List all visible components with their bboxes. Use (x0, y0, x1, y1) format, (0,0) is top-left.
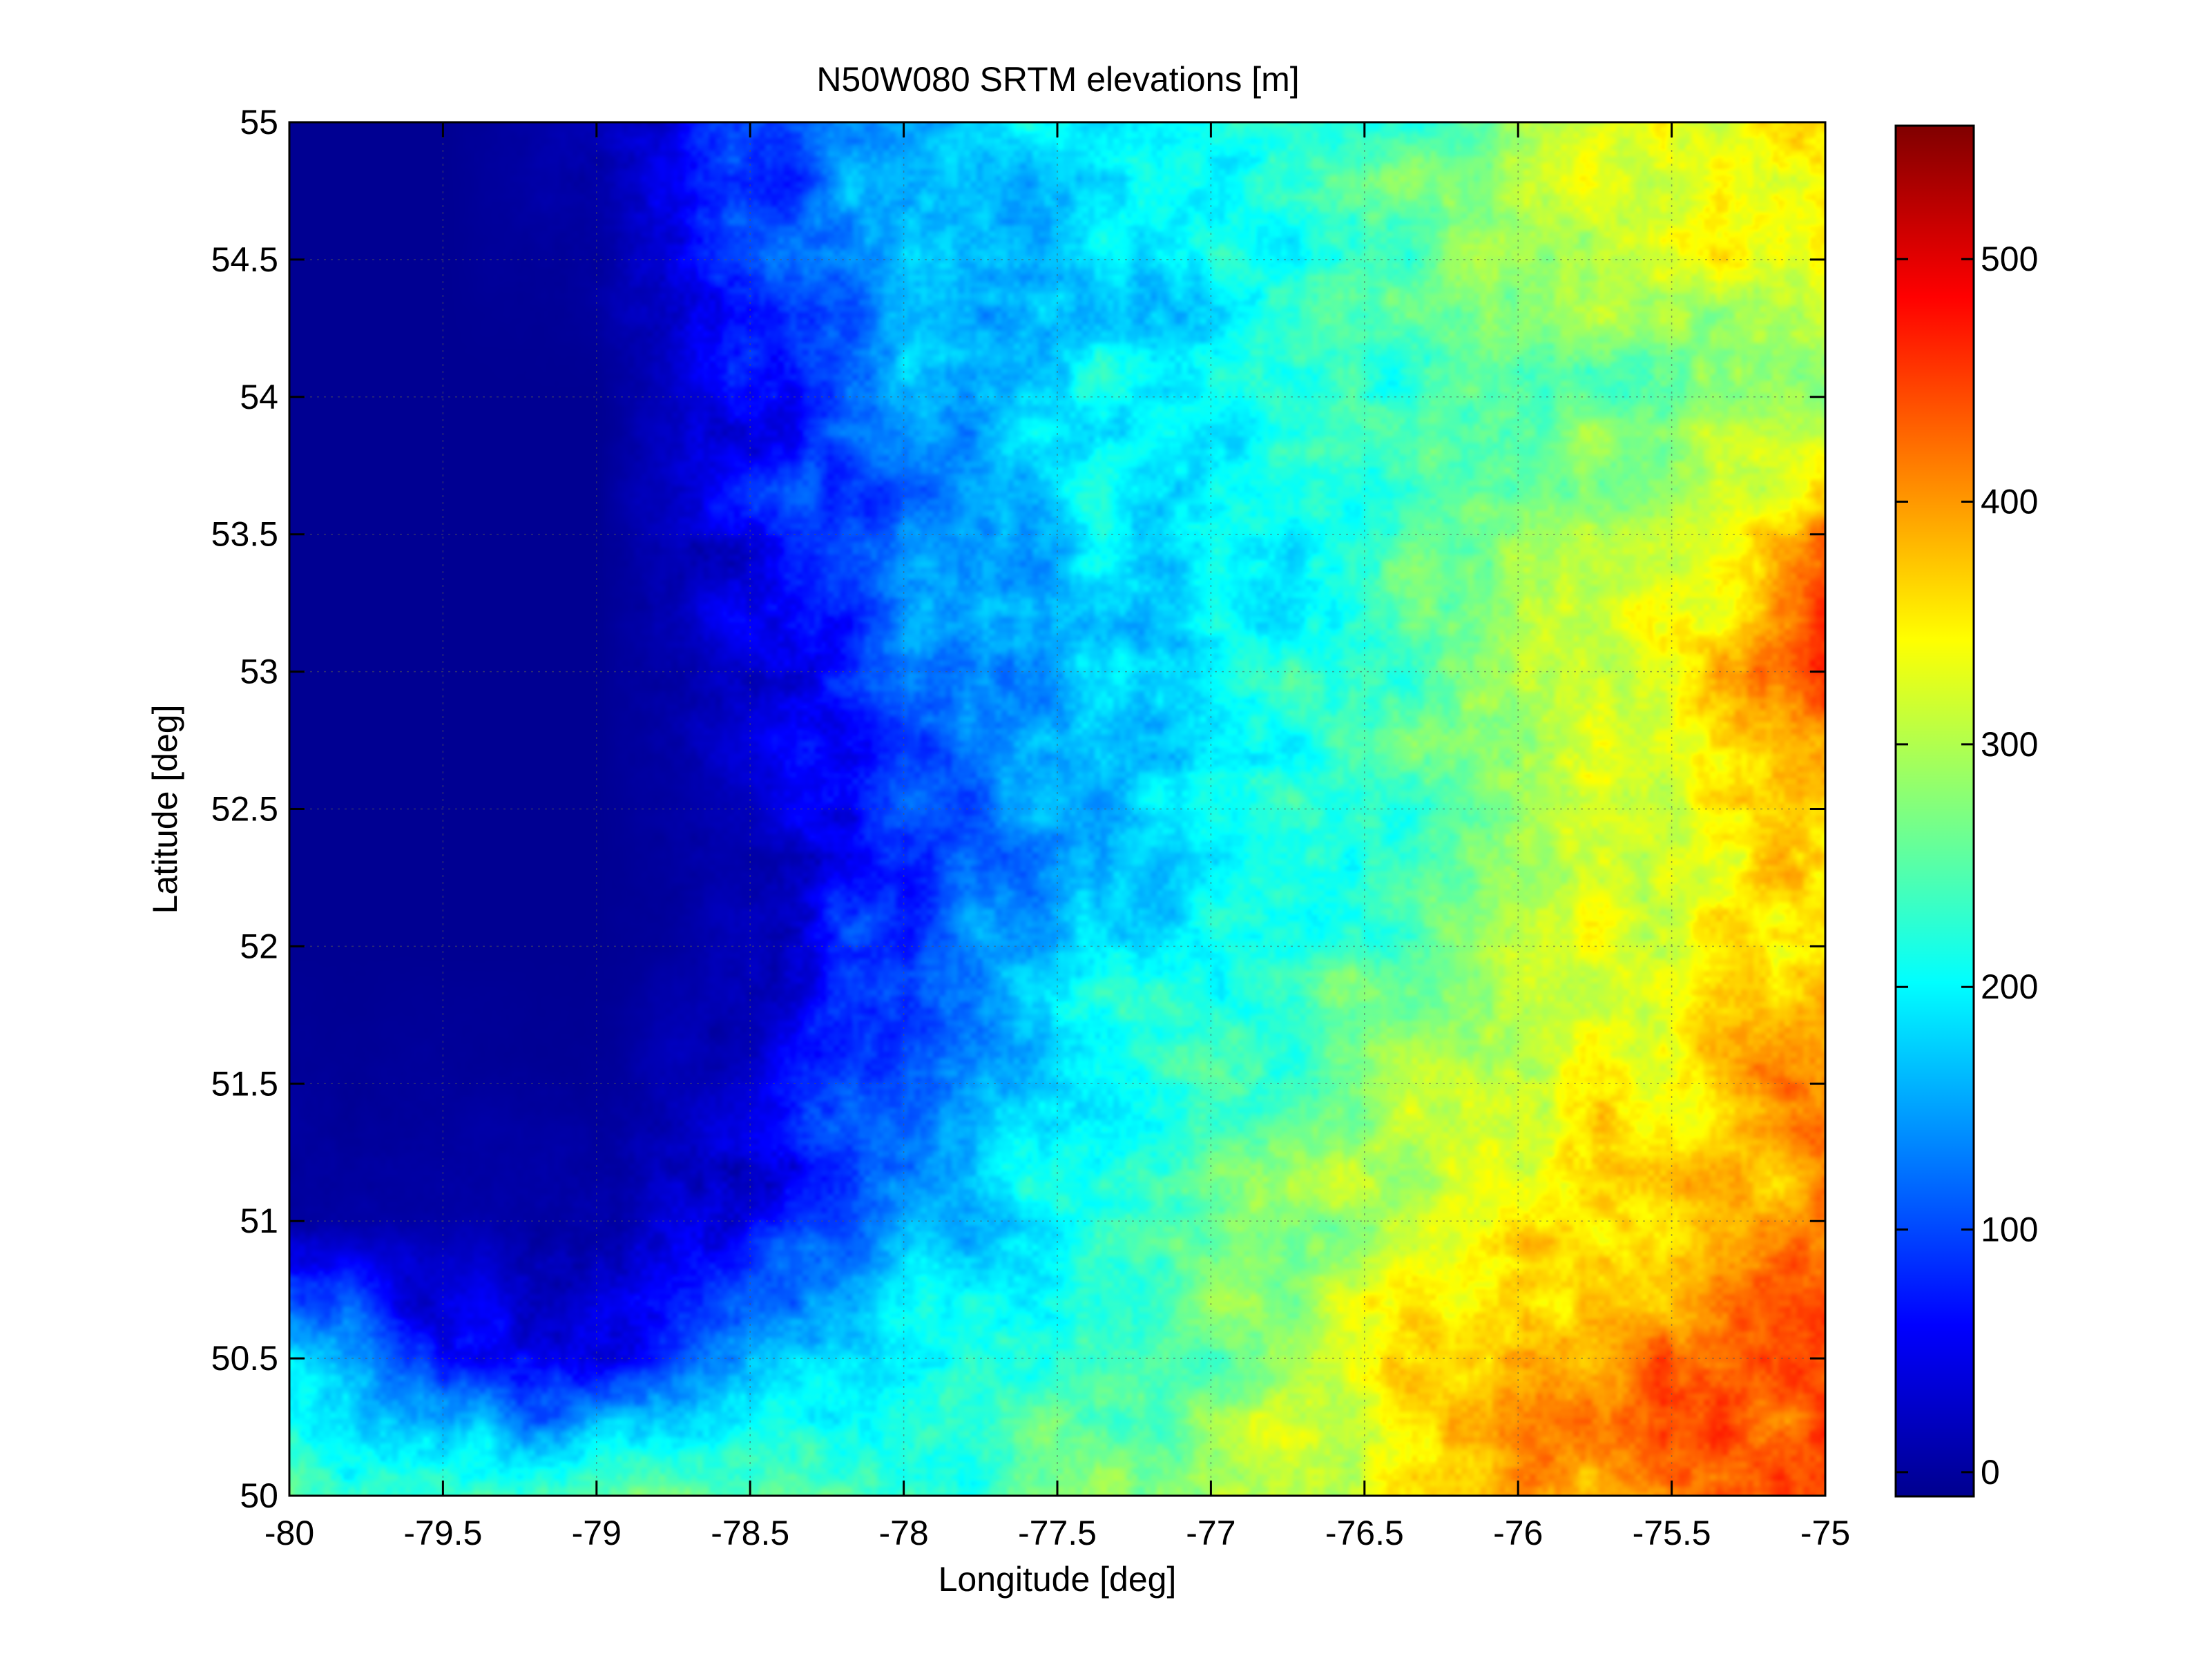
colorbar-tick-label: 100 (1981, 1211, 2038, 1249)
colorbar-tick-label: 0 (1981, 1453, 2000, 1492)
colorbar-gradient (1894, 124, 1975, 1498)
colorbar-tick-label: 300 (1981, 725, 2038, 764)
colorbar-tick-label: 400 (1981, 483, 2038, 521)
colorbar-tick-label: 500 (1981, 240, 2038, 278)
x-axis-label: Longitude [deg] (939, 1560, 1177, 1599)
x-tick-label: -76.5 (1325, 1514, 1404, 1552)
y-tick-label: 54.5 (211, 240, 278, 279)
y-tick-label: 52 (240, 927, 278, 965)
x-tick-label: -79 (572, 1514, 622, 1552)
colorbar: 0 100 200 300 400 500 (1894, 124, 2038, 1498)
y-tick-label: 52.5 (211, 790, 278, 829)
y-tick-label: 50.5 (211, 1339, 278, 1378)
colorbar-tick-label: 200 (1981, 967, 2038, 1006)
elevation-map-plot (288, 121, 1827, 1497)
x-tick-label: -77 (1186, 1514, 1235, 1552)
x-tick-label: -78 (878, 1514, 928, 1552)
y-tick-label: 55 (240, 103, 278, 142)
x-tick-label: -78.5 (711, 1514, 789, 1552)
y-tick-label: 53 (240, 653, 278, 691)
x-tick-label: -80 (265, 1514, 314, 1552)
x-axis-tick-labels: -80 -79.5 -79 -78.5 -78 -77.5 -77 -76.5 -76 -75.5… (265, 1514, 1850, 1552)
x-tick-label: -75 (1800, 1514, 1850, 1552)
x-tick-label: -76 (1493, 1514, 1543, 1552)
y-tick-label: 51 (240, 1202, 278, 1240)
colorbar-tick-labels: 0 100 200 300 400 500 (1981, 240, 2038, 1492)
colorbar-ticks (1896, 258, 1974, 1474)
y-axis-label: Latitude [deg] (146, 704, 184, 914)
y-tick-label: 50 (240, 1476, 278, 1515)
y-tick-label: 54 (240, 378, 278, 416)
x-tick-label: -77.5 (1018, 1514, 1097, 1552)
x-tick-label: -79.5 (403, 1514, 482, 1552)
chart-title: N50W080 SRTM elevations [m] (816, 60, 1299, 99)
y-axis-tick-labels: 50 50.5 51 51.5 52 52.5 53 53.5 54 54.5 55 (211, 103, 278, 1515)
axis-ticks (288, 121, 1827, 1497)
y-tick-label: 51.5 (211, 1064, 278, 1103)
x-tick-label: -75.5 (1633, 1514, 1711, 1552)
y-tick-label: 53.5 (211, 515, 278, 554)
